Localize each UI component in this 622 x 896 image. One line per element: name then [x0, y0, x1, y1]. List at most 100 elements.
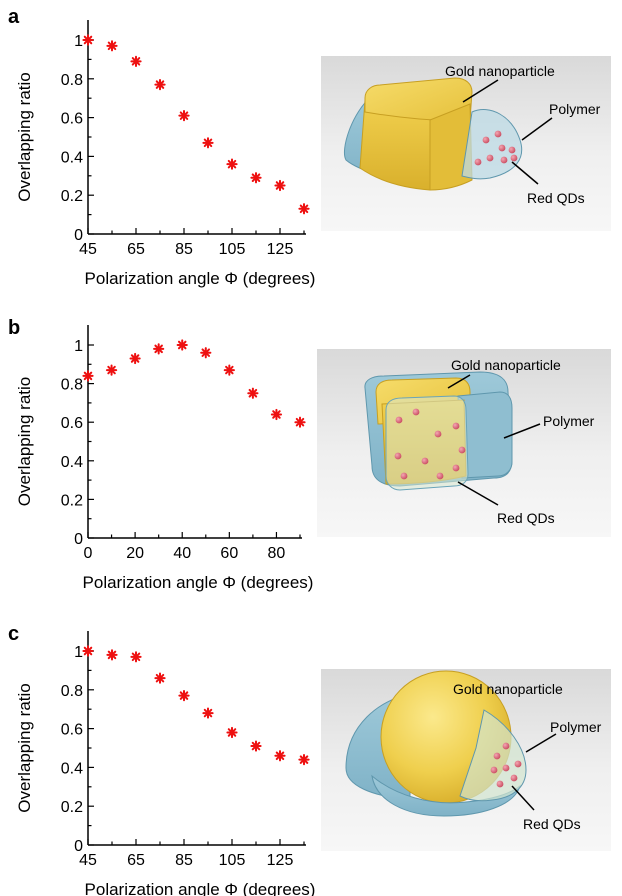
polymer-label: Polymer [550, 719, 602, 735]
polymer-shell-right [459, 709, 527, 802]
panel-letter: a [8, 6, 20, 28]
panel-b-chart: 0 0.2 0.4 0.6 0.8 1 0 20 40 60 80 Polarization angl… [15, 325, 313, 592]
polymer-leader-line [525, 733, 557, 753]
data-point [274, 750, 286, 762]
y-tick-label: 0.8 [61, 683, 83, 700]
qds-leader-line [457, 481, 499, 506]
data-point [223, 364, 235, 376]
y-axis-label: Overlapping ratio [15, 683, 34, 812]
panel-b: b 0 0.2 0.4 0.6 0.8 1 0 20 40 60 80 Polarization an… [8, 317, 611, 592]
x-tick-label: 80 [268, 545, 286, 562]
data-point [154, 672, 166, 684]
polymer-label: Polymer [549, 101, 601, 117]
x-tick-label: 45 [79, 241, 97, 258]
data-point [274, 179, 286, 192]
y-tick-label: 1 [74, 644, 83, 661]
x-tick-label: 125 [267, 852, 294, 869]
panel-a-illustration: Gold nanoparticle Polymer Red QDs [321, 56, 611, 231]
x-tick-label: 105 [219, 852, 246, 869]
polymer-shell-right [457, 391, 513, 479]
data-point [178, 110, 190, 122]
red-qds [490, 742, 522, 788]
y-tick-label: 1 [74, 338, 83, 355]
data-point [130, 55, 142, 67]
x-tick-label: 85 [175, 852, 193, 869]
gold-cube-top [364, 77, 473, 122]
qds-leader-line [511, 785, 535, 811]
gold-label: Gold nanoparticle [453, 681, 563, 697]
panel-c: c 0 0.2 0.4 0.6 0.8 1 45 65 85 105 125 Polarization… [8, 623, 611, 896]
polymer-front-translucent [385, 395, 469, 491]
y-tick-label: 0 [74, 838, 83, 855]
qds-label: Red QDs [527, 190, 585, 206]
x-tick-label: 60 [220, 545, 238, 562]
data-point [154, 79, 166, 91]
x-tick-label: 20 [126, 545, 144, 562]
x-tick-label: 105 [219, 241, 246, 258]
x-axis-label: Polarization angle Φ (degrees) [83, 573, 314, 592]
x-axis-label: Polarization angle Φ (degrees) [85, 880, 316, 896]
data-point [82, 34, 94, 46]
y-tick-label: 0.2 [61, 188, 83, 205]
y-tick-label: 0 [74, 531, 83, 548]
y-tick-label: 0.8 [61, 377, 83, 394]
gold-cube-side [429, 103, 473, 191]
data-point [247, 387, 259, 399]
y-axis-label: Overlapping ratio [15, 377, 34, 506]
y-tick-label: 0.6 [61, 722, 83, 739]
x-tick-label: 0 [84, 545, 93, 562]
y-tick-label: 0.2 [61, 492, 83, 509]
y-tick-label: 0.6 [61, 111, 83, 128]
y-axis-label: Overlapping ratio [15, 72, 34, 201]
panel-c-chart: 0 0.2 0.4 0.6 0.8 1 45 65 85 105 125 Polarization a… [15, 631, 315, 896]
data-point [82, 645, 94, 657]
data-point [294, 416, 306, 428]
x-tick-label: 125 [267, 241, 294, 258]
polymer-label: Polymer [543, 413, 595, 429]
data-point [130, 651, 142, 663]
gold-leader-line [447, 374, 471, 389]
data-point [250, 172, 262, 184]
data-point [82, 370, 94, 382]
y-tick-label: 0.4 [61, 454, 83, 471]
data-point [202, 707, 214, 719]
gold-leader-line [462, 79, 499, 103]
panel-letter: c [8, 623, 19, 645]
x-tick-label: 65 [127, 852, 145, 869]
panel-a: a 0 0.2 0.4 0.6 0.8 1 45 65 85 105 125 Polarization… [8, 6, 611, 288]
y-tick-label: 0.4 [61, 760, 83, 777]
data-point [106, 40, 118, 52]
panel-letter: b [8, 317, 20, 339]
y-tick-label: 0.6 [61, 415, 83, 432]
x-tick-label: 85 [175, 241, 193, 258]
data-point [202, 137, 214, 149]
y-tick-label: 0 [74, 227, 83, 244]
panel-a-chart: 0 0.2 0.4 0.6 0.8 1 45 65 85 105 125 Polarization a… [15, 20, 315, 288]
qds-label: Red QDs [497, 510, 555, 526]
panel-b-illustration: Gold nanoparticle Polymer Red QDs [317, 349, 611, 537]
qds-label: Red QDs [523, 816, 581, 832]
gold-label: Gold nanoparticle [451, 357, 561, 373]
polymer-leader-line [521, 117, 553, 141]
data-point [106, 649, 118, 661]
gold-label: Gold nanoparticle [445, 63, 555, 79]
x-tick-label: 40 [173, 545, 191, 562]
x-axis-label: Polarization angle Φ (degrees) [85, 269, 316, 288]
x-tick-label: 45 [79, 852, 97, 869]
panel-c-illustration: Gold nanoparticle Polymer Red QDs [321, 669, 611, 851]
data-point [298, 203, 310, 215]
polymer-leader-line [503, 423, 541, 439]
red-qds [474, 130, 518, 166]
data-point [270, 408, 283, 421]
data-point [298, 754, 310, 766]
data-point [178, 690, 190, 702]
y-tick-label: 1 [74, 33, 83, 50]
data-point [153, 343, 165, 355]
data-point [129, 352, 141, 365]
y-tick-label: 0.8 [61, 72, 83, 89]
data-point [176, 339, 188, 351]
data-point [250, 740, 262, 752]
data-point [200, 347, 212, 359]
data-point [226, 726, 238, 739]
